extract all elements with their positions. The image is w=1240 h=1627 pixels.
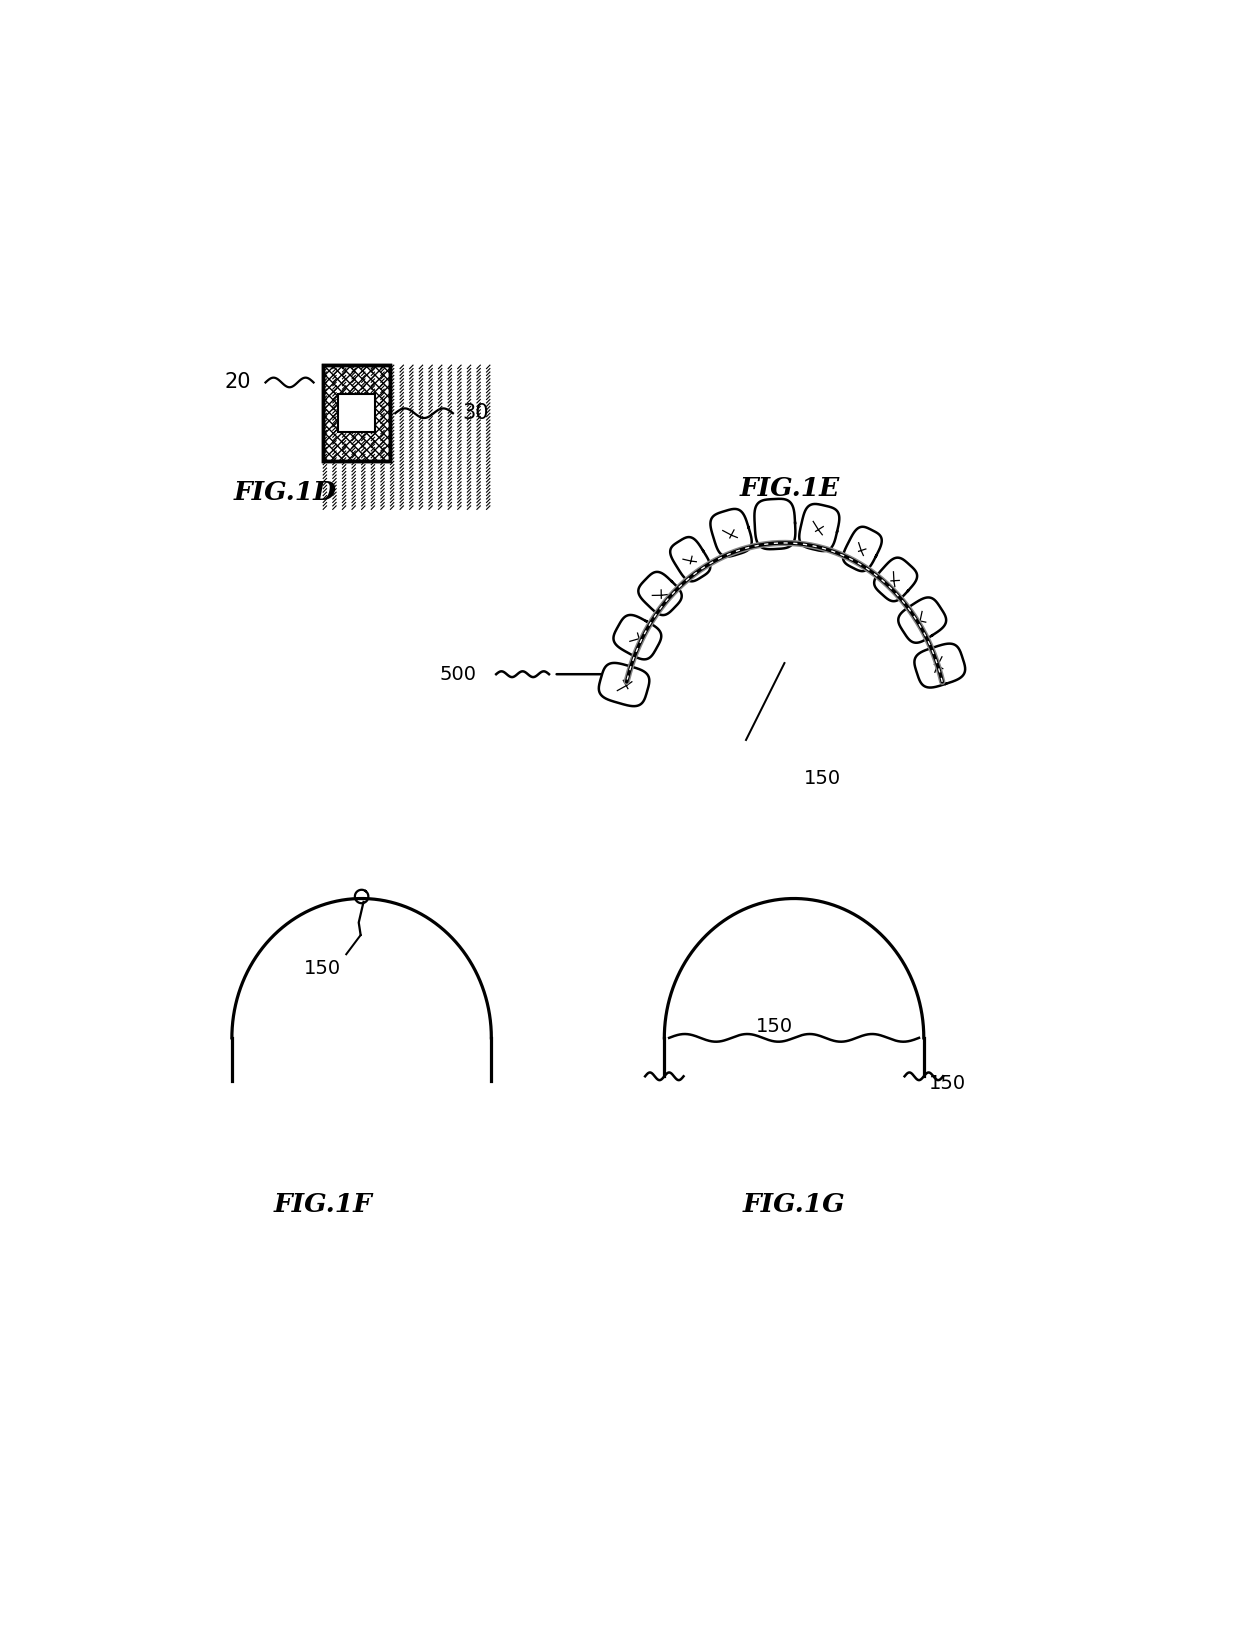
Text: FIG.1F: FIG.1F xyxy=(274,1191,372,1217)
Polygon shape xyxy=(639,571,682,615)
Polygon shape xyxy=(843,527,882,571)
Bar xyxy=(324,364,391,462)
Text: 150: 150 xyxy=(929,1074,966,1093)
Text: 30: 30 xyxy=(463,403,489,423)
Polygon shape xyxy=(599,662,650,706)
Polygon shape xyxy=(754,499,795,550)
Polygon shape xyxy=(711,509,751,556)
Polygon shape xyxy=(614,615,661,659)
Text: 150: 150 xyxy=(756,1017,794,1036)
Polygon shape xyxy=(670,537,711,581)
Text: FIG.1G: FIG.1G xyxy=(743,1191,846,1217)
Text: FIG.1E: FIG.1E xyxy=(739,475,839,501)
Text: FIG.1D: FIG.1D xyxy=(233,480,336,506)
Text: 500: 500 xyxy=(440,665,477,683)
Bar xyxy=(324,364,391,462)
Bar xyxy=(324,364,391,462)
Text: 150: 150 xyxy=(804,770,841,787)
Bar xyxy=(324,364,391,462)
Polygon shape xyxy=(874,558,918,602)
Text: 150: 150 xyxy=(304,960,341,978)
Bar xyxy=(339,394,376,433)
Polygon shape xyxy=(800,504,839,552)
Text: 20: 20 xyxy=(224,373,250,392)
Polygon shape xyxy=(914,644,965,688)
Polygon shape xyxy=(898,597,946,643)
